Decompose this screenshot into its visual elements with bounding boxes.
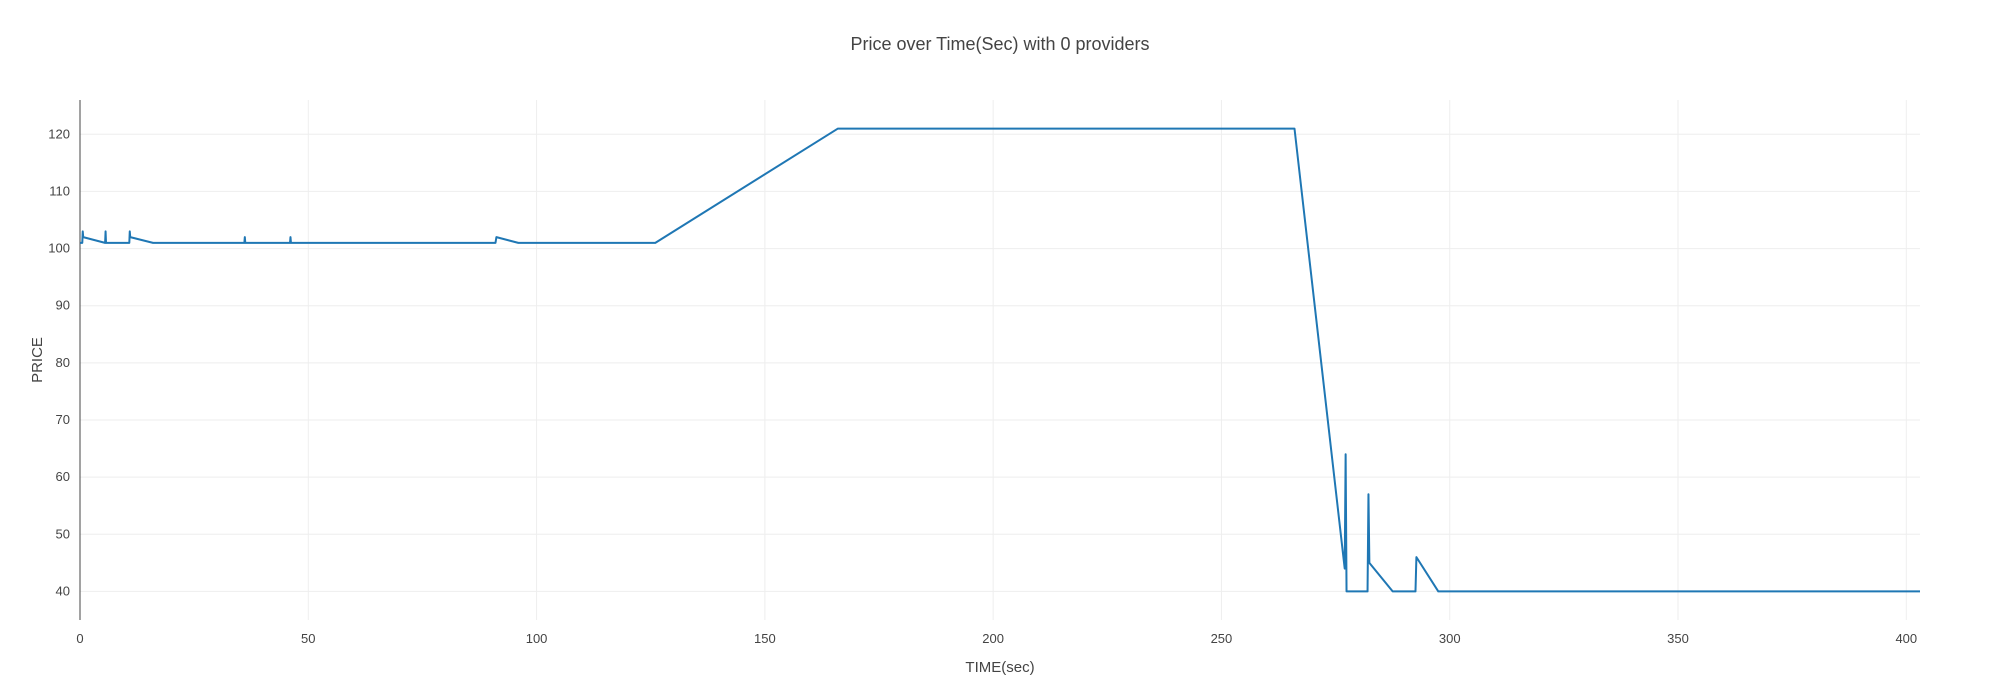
x-tick-label: 50: [301, 631, 315, 646]
series-layer: [80, 127, 1920, 593]
axis-layer: 0 50 100 150 200 250 300 350 400 40 50 60 70 80 90 100 1…: [48, 100, 1917, 646]
y-tick-label: 110: [49, 183, 70, 198]
label-layer: Price over Time(Sec) with 0 providers TI…: [29, 34, 1150, 676]
x-tick-label: 250: [1211, 631, 1233, 646]
x-tick-label: 400: [1895, 631, 1917, 646]
y-tick-label: 90: [56, 298, 70, 313]
y-tick-label: 50: [56, 526, 70, 541]
x-tick-label: 350: [1667, 631, 1689, 646]
y-tick-label: 70: [56, 412, 70, 427]
x-tick-label: 100: [526, 631, 548, 646]
x-tick-label: 200: [982, 631, 1004, 646]
x-tick-label: 150: [754, 631, 776, 646]
y-tick-label: 80: [56, 355, 70, 370]
x-tick-label: 300: [1439, 631, 1461, 646]
y-tick-label: 120: [48, 126, 70, 141]
series-line-price: [80, 127, 1920, 593]
x-axis-title: TIME(sec): [965, 659, 1034, 676]
x-tick-label: 0: [76, 631, 83, 646]
chart-title: Price over Time(Sec) with 0 providers: [850, 34, 1149, 54]
y-tick-label: 100: [48, 241, 70, 256]
y-tick-label: 60: [56, 469, 70, 484]
y-tick-label: 40: [56, 583, 70, 598]
y-axis-title: PRICE: [29, 337, 46, 383]
grid-layer: [80, 100, 1920, 620]
